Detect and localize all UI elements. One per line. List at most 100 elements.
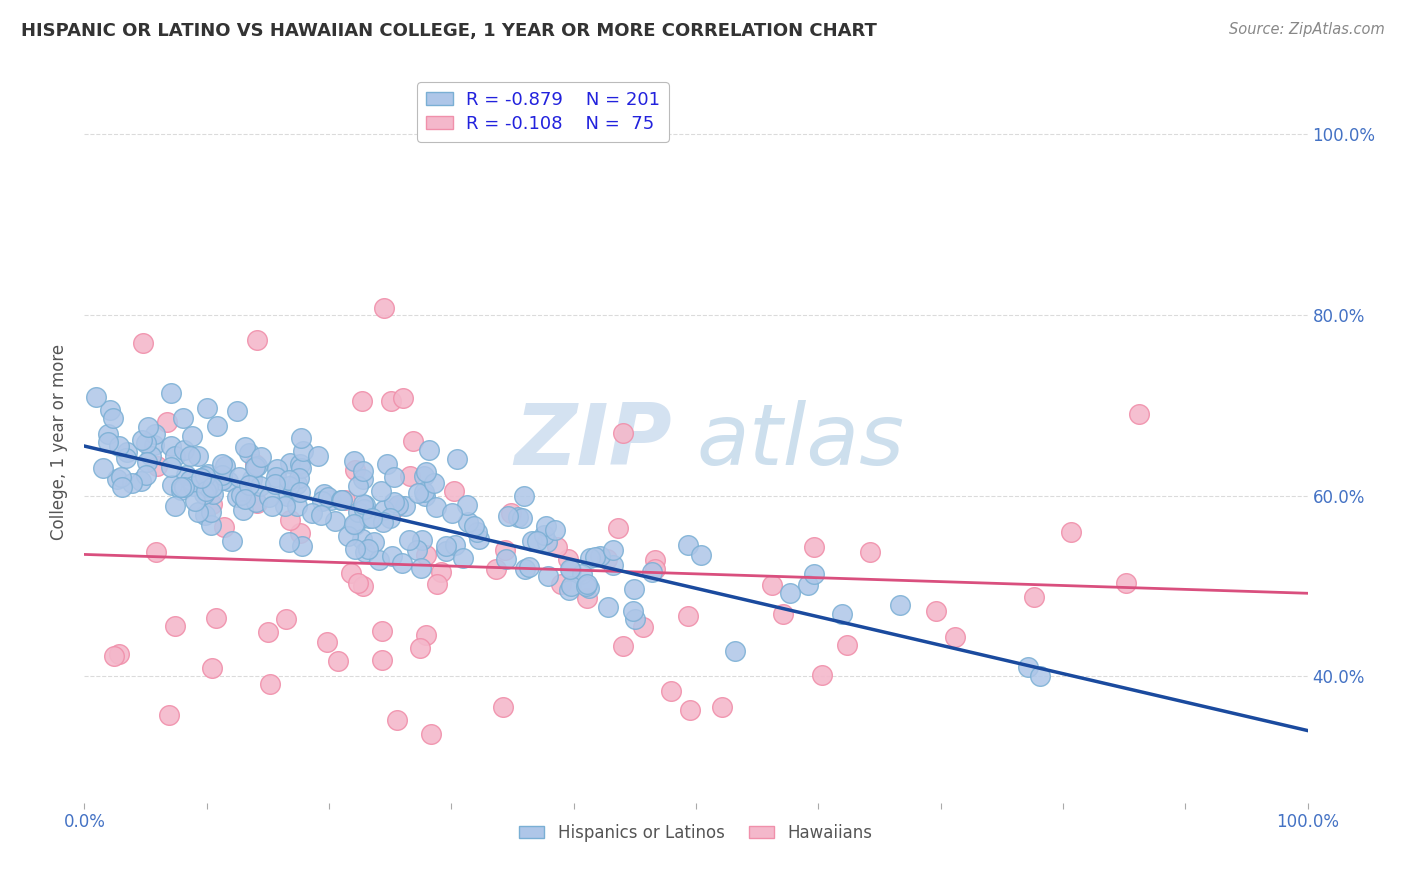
Point bbox=[623, 612, 645, 626]
Point bbox=[181, 479, 204, 493]
Point bbox=[1024, 591, 1046, 605]
Point bbox=[190, 471, 212, 485]
Point bbox=[163, 499, 186, 513]
Point bbox=[201, 497, 224, 511]
Point bbox=[446, 451, 468, 466]
Point bbox=[441, 507, 464, 521]
Point bbox=[157, 708, 180, 723]
Point bbox=[494, 542, 516, 557]
Point bbox=[451, 550, 474, 565]
Point bbox=[194, 508, 217, 522]
Point bbox=[309, 508, 332, 523]
Point bbox=[346, 505, 368, 519]
Point bbox=[211, 468, 233, 483]
Point bbox=[1128, 407, 1150, 421]
Point bbox=[288, 471, 311, 485]
Point bbox=[607, 520, 630, 534]
Point bbox=[228, 470, 250, 484]
Point bbox=[382, 470, 405, 484]
Point bbox=[378, 511, 401, 525]
Point bbox=[343, 454, 366, 468]
Point bbox=[1017, 659, 1039, 673]
Point bbox=[434, 539, 457, 553]
Point bbox=[160, 459, 183, 474]
Point bbox=[246, 496, 269, 510]
Point bbox=[413, 489, 436, 503]
Point bbox=[221, 533, 243, 548]
Point bbox=[803, 540, 825, 554]
Point bbox=[352, 472, 374, 486]
Point bbox=[195, 401, 218, 416]
Point bbox=[347, 576, 370, 591]
Point bbox=[837, 638, 859, 652]
Point bbox=[170, 483, 193, 497]
Point bbox=[193, 487, 215, 501]
Point bbox=[111, 480, 134, 494]
Point bbox=[444, 538, 467, 552]
Point bbox=[520, 534, 543, 549]
Point bbox=[596, 599, 619, 614]
Point bbox=[202, 487, 225, 501]
Point bbox=[375, 457, 398, 471]
Point bbox=[84, 390, 107, 404]
Point bbox=[316, 635, 339, 649]
Point bbox=[363, 534, 385, 549]
Point bbox=[409, 561, 432, 575]
Point bbox=[249, 479, 271, 493]
Point bbox=[456, 498, 478, 512]
Point bbox=[513, 490, 536, 504]
Point bbox=[243, 459, 266, 474]
Point bbox=[194, 483, 217, 498]
Point bbox=[291, 539, 314, 553]
Point bbox=[197, 467, 219, 481]
Point bbox=[484, 562, 506, 576]
Point bbox=[290, 461, 312, 475]
Point bbox=[343, 462, 366, 476]
Point bbox=[353, 545, 375, 559]
Point bbox=[387, 498, 409, 512]
Point bbox=[240, 473, 263, 487]
Point bbox=[550, 577, 572, 591]
Point bbox=[1115, 576, 1137, 591]
Point bbox=[517, 560, 540, 574]
Point bbox=[114, 450, 136, 465]
Point bbox=[385, 500, 408, 515]
Point bbox=[1060, 524, 1083, 539]
Point bbox=[612, 640, 634, 654]
Point bbox=[676, 609, 699, 624]
Point bbox=[277, 534, 299, 549]
Point bbox=[173, 442, 195, 457]
Point bbox=[179, 449, 201, 463]
Point bbox=[578, 581, 600, 595]
Point bbox=[352, 532, 374, 546]
Point bbox=[495, 552, 517, 566]
Point bbox=[212, 520, 235, 534]
Point bbox=[136, 420, 159, 434]
Point bbox=[336, 529, 359, 543]
Point bbox=[889, 598, 911, 612]
Point bbox=[343, 517, 366, 532]
Point bbox=[135, 435, 157, 450]
Point bbox=[264, 470, 287, 484]
Point bbox=[596, 552, 619, 566]
Point bbox=[245, 457, 267, 471]
Point bbox=[285, 476, 308, 491]
Point bbox=[288, 526, 311, 541]
Point bbox=[278, 473, 301, 487]
Point bbox=[311, 493, 333, 508]
Point bbox=[533, 527, 555, 541]
Point bbox=[346, 479, 368, 493]
Point bbox=[257, 624, 280, 639]
Point bbox=[354, 498, 377, 512]
Point bbox=[353, 501, 375, 516]
Point bbox=[557, 552, 579, 566]
Point bbox=[425, 500, 447, 515]
Point bbox=[201, 480, 224, 494]
Point bbox=[238, 478, 260, 492]
Point bbox=[367, 553, 389, 567]
Point bbox=[326, 654, 349, 668]
Point bbox=[131, 433, 153, 447]
Point bbox=[1029, 668, 1052, 682]
Point bbox=[231, 488, 253, 502]
Point bbox=[409, 641, 432, 656]
